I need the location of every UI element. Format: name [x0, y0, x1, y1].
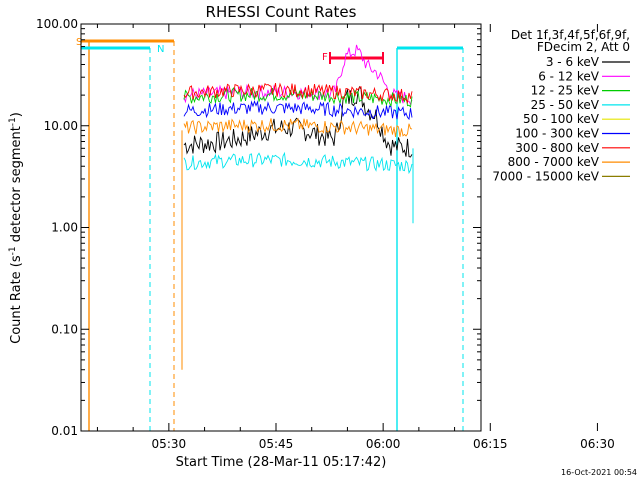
y-tick-label: 0.10 — [51, 322, 78, 336]
legend-header-line-2: FDecim 2, Att 0 — [537, 40, 630, 54]
legend-label: 12 - 25 keV — [531, 84, 600, 98]
legend-label: 25 - 50 keV — [531, 98, 600, 112]
x-tick-label: 05:45 — [259, 437, 294, 451]
y-axis-label: Count Rate (s-1 detector segment-1) — [8, 112, 24, 344]
legend-label: 7000 - 15000 keV — [492, 169, 599, 183]
x-axis-label: Start Time (28-Mar-11 05:17:42) — [176, 455, 387, 470]
state-marker-label: N — [157, 44, 164, 55]
y-tick-label: 10.00 — [44, 119, 78, 133]
plot-frame — [80, 23, 482, 432]
y-tick-label: 100.00 — [36, 17, 78, 31]
x-tick-label: 06:30 — [580, 437, 615, 451]
state-marker-label: S — [76, 37, 82, 48]
legend-label: 300 - 800 keV — [515, 141, 599, 155]
y-tick-label: 0.01 — [51, 424, 78, 438]
series-trace — [183, 87, 413, 108]
legend-label: 3 - 6 keV — [546, 55, 600, 69]
axes: 100.00 10.00 1.00 0.10 0.01 05:30 05:45 06:00 06… — [36, 17, 615, 451]
legend-header-line-1: Det 1f,3f,4f,5f,6f,9f, — [511, 28, 630, 42]
legend-label: 50 - 100 keV — [523, 112, 600, 126]
series-trace — [183, 151, 413, 175]
state-marker-label: F — [322, 52, 328, 63]
legend-label: 6 - 12 keV — [538, 69, 600, 83]
legend-label: 100 - 300 keV — [515, 127, 599, 141]
series-trace — [183, 100, 413, 121]
footer-timestamp: 16-Oct-2021 00:54 — [561, 468, 637, 477]
x-tick-label: 05:30 — [152, 437, 187, 451]
x-tick-label: 06:00 — [366, 437, 401, 451]
y-tick-label: 1.00 — [51, 221, 78, 235]
series-trace — [183, 117, 413, 137]
series-trace — [183, 82, 413, 104]
legend-label: 800 - 7000 keV — [508, 155, 600, 169]
chart-title: RHESSI Count Rates — [206, 3, 357, 21]
x-tick-label: 06:15 — [473, 437, 508, 451]
plot-content: S N F — [76, 37, 464, 431]
